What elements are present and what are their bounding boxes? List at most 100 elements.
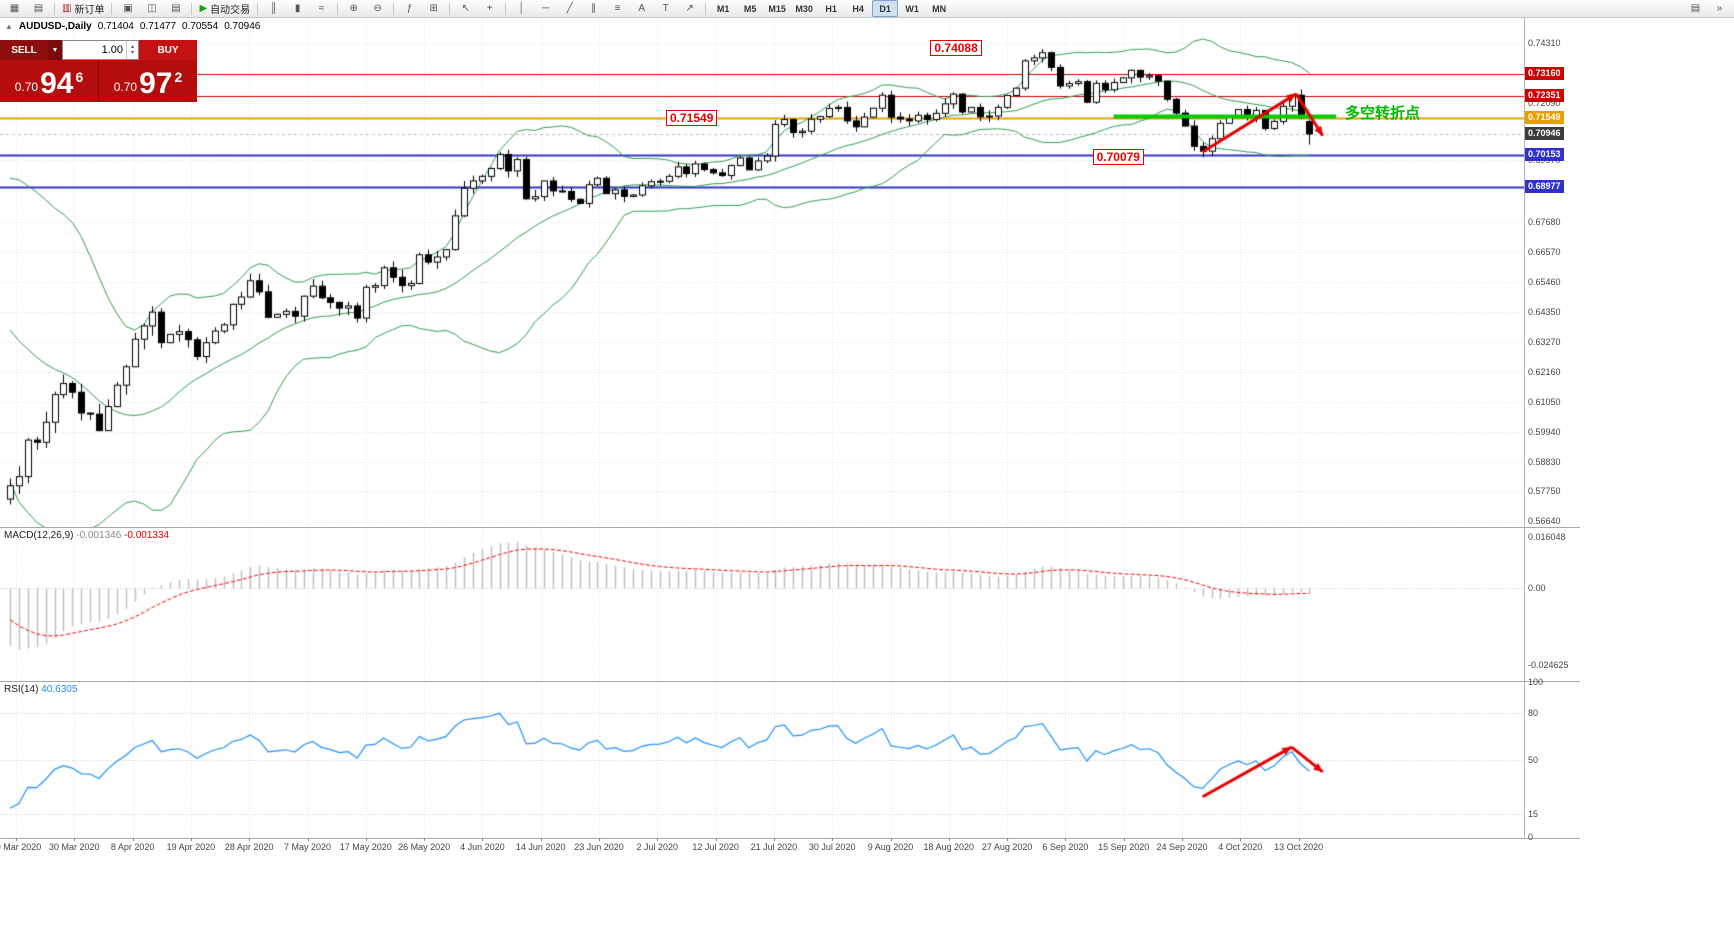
arrows-icon[interactable]: ↗ — [678, 0, 701, 17]
vertical-line-icon-glyph-icon: │ — [518, 2, 525, 14]
horizontal-line-icon[interactable]: ─ — [534, 0, 557, 17]
chart-profiles-icon[interactable]: ▤ — [27, 0, 50, 17]
indicators-icon[interactable]: ƒ — [398, 0, 421, 17]
time-axis-tick — [424, 838, 425, 841]
trendline-icon[interactable]: ╱ — [558, 0, 581, 17]
rsi-panel-canvas[interactable] — [0, 682, 1524, 837]
zoom-in-icon-glyph-icon: ⊕ — [349, 2, 358, 14]
time-axis-tick — [366, 838, 367, 841]
timeframe-mn-button[interactable]: MN — [932, 3, 947, 14]
order-type-dropdown[interactable]: ▼ — [48, 40, 62, 60]
price-badge: 0.72351 — [1525, 88, 1564, 102]
line-chart-icon-glyph-icon: ≈ — [318, 2, 325, 14]
bar-chart-icon[interactable]: ║ — [262, 0, 285, 17]
toolbar-separator — [705, 2, 707, 15]
lot-stepper[interactable]: ▴ ▾ — [126, 41, 138, 59]
time-axis-label: 9 Aug 2020 — [867, 842, 914, 852]
cursor-icon-glyph-icon: ↖ — [461, 2, 470, 14]
stepper-down-icon[interactable]: ▾ — [130, 50, 134, 56]
toolbar-separator — [191, 2, 193, 15]
vertical-line-icon[interactable]: │ — [510, 0, 533, 17]
new-order-button[interactable]: ▥ 新订单 — [59, 0, 107, 17]
price-axis-tick: 0.56640 — [1528, 515, 1561, 526]
timeframe-m30-button[interactable]: M30 — [795, 3, 813, 14]
price-axis-tick: 0.65460 — [1528, 277, 1561, 288]
sell-button[interactable]: SELL — [0, 40, 48, 60]
auto-trading-glyph-icon: ▶ — [199, 2, 208, 14]
time-axis-label: 20 Mar 2020 — [0, 842, 42, 852]
line-chart-icon[interactable]: ≈ — [310, 0, 333, 17]
auto-trading-button[interactable]: ▶ 自动交易 — [196, 0, 253, 17]
macd-name: MACD(12,26,9) — [4, 530, 74, 541]
turning-point-annotation[interactable]: 多空转折点 — [1345, 104, 1421, 122]
time-axis-tick — [1124, 838, 1125, 841]
panel-separator[interactable] — [0, 681, 1580, 682]
docked-charts-icon[interactable]: ▤ — [1690, 3, 1701, 14]
one-click-trading-panel: SELL ▼ 1.00 ▴ ▾ BUY 0.70 94 6 0.70 97 — [0, 40, 197, 102]
main-chart-canvas[interactable] — [0, 18, 1524, 527]
buy-button[interactable]: BUY — [139, 40, 197, 60]
timeframe-m5-button[interactable]: M5 — [743, 3, 757, 14]
sell-price-button[interactable]: 0.70 94 6 — [0, 60, 98, 102]
ohlc-low: 0.70554 — [182, 21, 219, 32]
tile-windows-icon[interactable]: ⊞ — [422, 0, 445, 17]
timeframe-h1-button[interactable]: H1 — [825, 3, 837, 14]
price-axis-tick: 0.64350 — [1528, 307, 1561, 318]
price-axis-tick: 0.66570 — [1528, 247, 1561, 258]
navigator-icon[interactable]: ◫ — [140, 0, 163, 17]
time-axis-tick — [949, 838, 950, 841]
zoom-out-icon[interactable]: ⊖ — [366, 0, 389, 17]
timeframe-m1-button[interactable]: M1 — [716, 3, 730, 14]
buy-price-pip: 2 — [174, 69, 183, 85]
timeframe-h4-button[interactable]: H4 — [852, 3, 864, 14]
trendline-icon-glyph-icon: ╱ — [566, 2, 573, 14]
terminal-icon[interactable]: ▤ — [164, 0, 187, 17]
stepper-up-icon[interactable]: ▴ — [130, 44, 134, 50]
equidistant-channel-icon[interactable]: ∥ — [582, 0, 605, 17]
lot-size-input[interactable]: 1.00 ▴ ▾ — [62, 40, 139, 60]
time-axis-label: 19 Apr 2020 — [166, 842, 216, 852]
buy-price-prefix: 0.70 — [113, 80, 138, 94]
time-axis-label: 14 Jun 2020 — [515, 842, 566, 852]
fibonacci-icon[interactable]: ≡ — [606, 0, 629, 17]
timeframe-m15-button[interactable]: M15 — [768, 3, 786, 14]
market-watch-icon[interactable]: ▣ — [116, 0, 139, 17]
text-label-icon[interactable]: T — [654, 0, 677, 17]
timeframe-w1-button[interactable]: W1 — [905, 3, 919, 14]
time-axis-tick — [482, 838, 483, 841]
chart-panel[interactable]: ▲ AUDUSD-,Daily 0.71404 0.71477 0.70554 … — [0, 18, 1580, 860]
trade-panel-collapse-icon[interactable]: ▲ — [5, 22, 13, 31]
cursor-icon[interactable]: ↖ — [454, 0, 477, 17]
toolbar-overflow-icon[interactable]: » — [1716, 3, 1723, 14]
time-axis-label: 6 Sep 2020 — [1042, 842, 1089, 852]
candlestick-chart-icon[interactable]: ▮ — [286, 0, 309, 17]
macd-indicator-label: MACD(12,26,9) -0.001346 -0.001334 — [4, 530, 169, 541]
zoom-in-icon[interactable]: ⊕ — [342, 0, 365, 17]
market-watch-icon-glyph-icon: ▣ — [123, 2, 133, 14]
price-label-annotation[interactable]: 0.71549 — [666, 109, 718, 126]
arrows-icon-glyph-icon: ↗ — [685, 2, 694, 14]
toolbar-separator — [505, 2, 507, 15]
time-axis-tick — [774, 838, 775, 841]
toolbar: ▦ ▤ ▥ 新订单 ▣ ◫ ▤ ▶ 自动交易 ║ ▮ ≈ ⊕ ⊖ ƒ ⊞ ↖ + │ ─ ╱ ∥ ≡ A T ↗ M1 M5 M15 M3… — [0, 0, 1734, 18]
buy-price-button[interactable]: 0.70 97 2 — [98, 60, 197, 102]
macd-axis-tick: 0.00 — [1528, 583, 1546, 593]
macd-signal-value: -0.001334 — [124, 530, 170, 541]
text-icon[interactable]: A — [630, 0, 653, 17]
timeframe-d1-button[interactable]: D1 — [872, 0, 899, 17]
price-label-annotation[interactable]: 0.70079 — [1092, 149, 1144, 166]
sell-price-prefix: 0.70 — [14, 80, 39, 94]
price-badge: 0.68977 — [1525, 180, 1564, 194]
price-label-annotation[interactable]: 0.74088 — [930, 40, 982, 56]
time-axis-tick — [891, 838, 892, 841]
macd-panel-canvas[interactable] — [0, 528, 1524, 681]
time-axis-label: 4 Oct 2020 — [1218, 842, 1263, 852]
crosshair-icon[interactable]: + — [478, 0, 501, 17]
zoom-out-icon-glyph-icon: ⊖ — [373, 2, 382, 14]
toolbar-separator — [337, 2, 339, 15]
time-axis-label: 30 Jul 2020 — [808, 842, 856, 852]
toolbar-separator — [449, 2, 451, 15]
new-chart-icon[interactable]: ▦ — [3, 0, 26, 17]
panel-separator[interactable] — [0, 527, 1580, 528]
horizontal-line-icon-glyph-icon: ─ — [542, 2, 550, 14]
